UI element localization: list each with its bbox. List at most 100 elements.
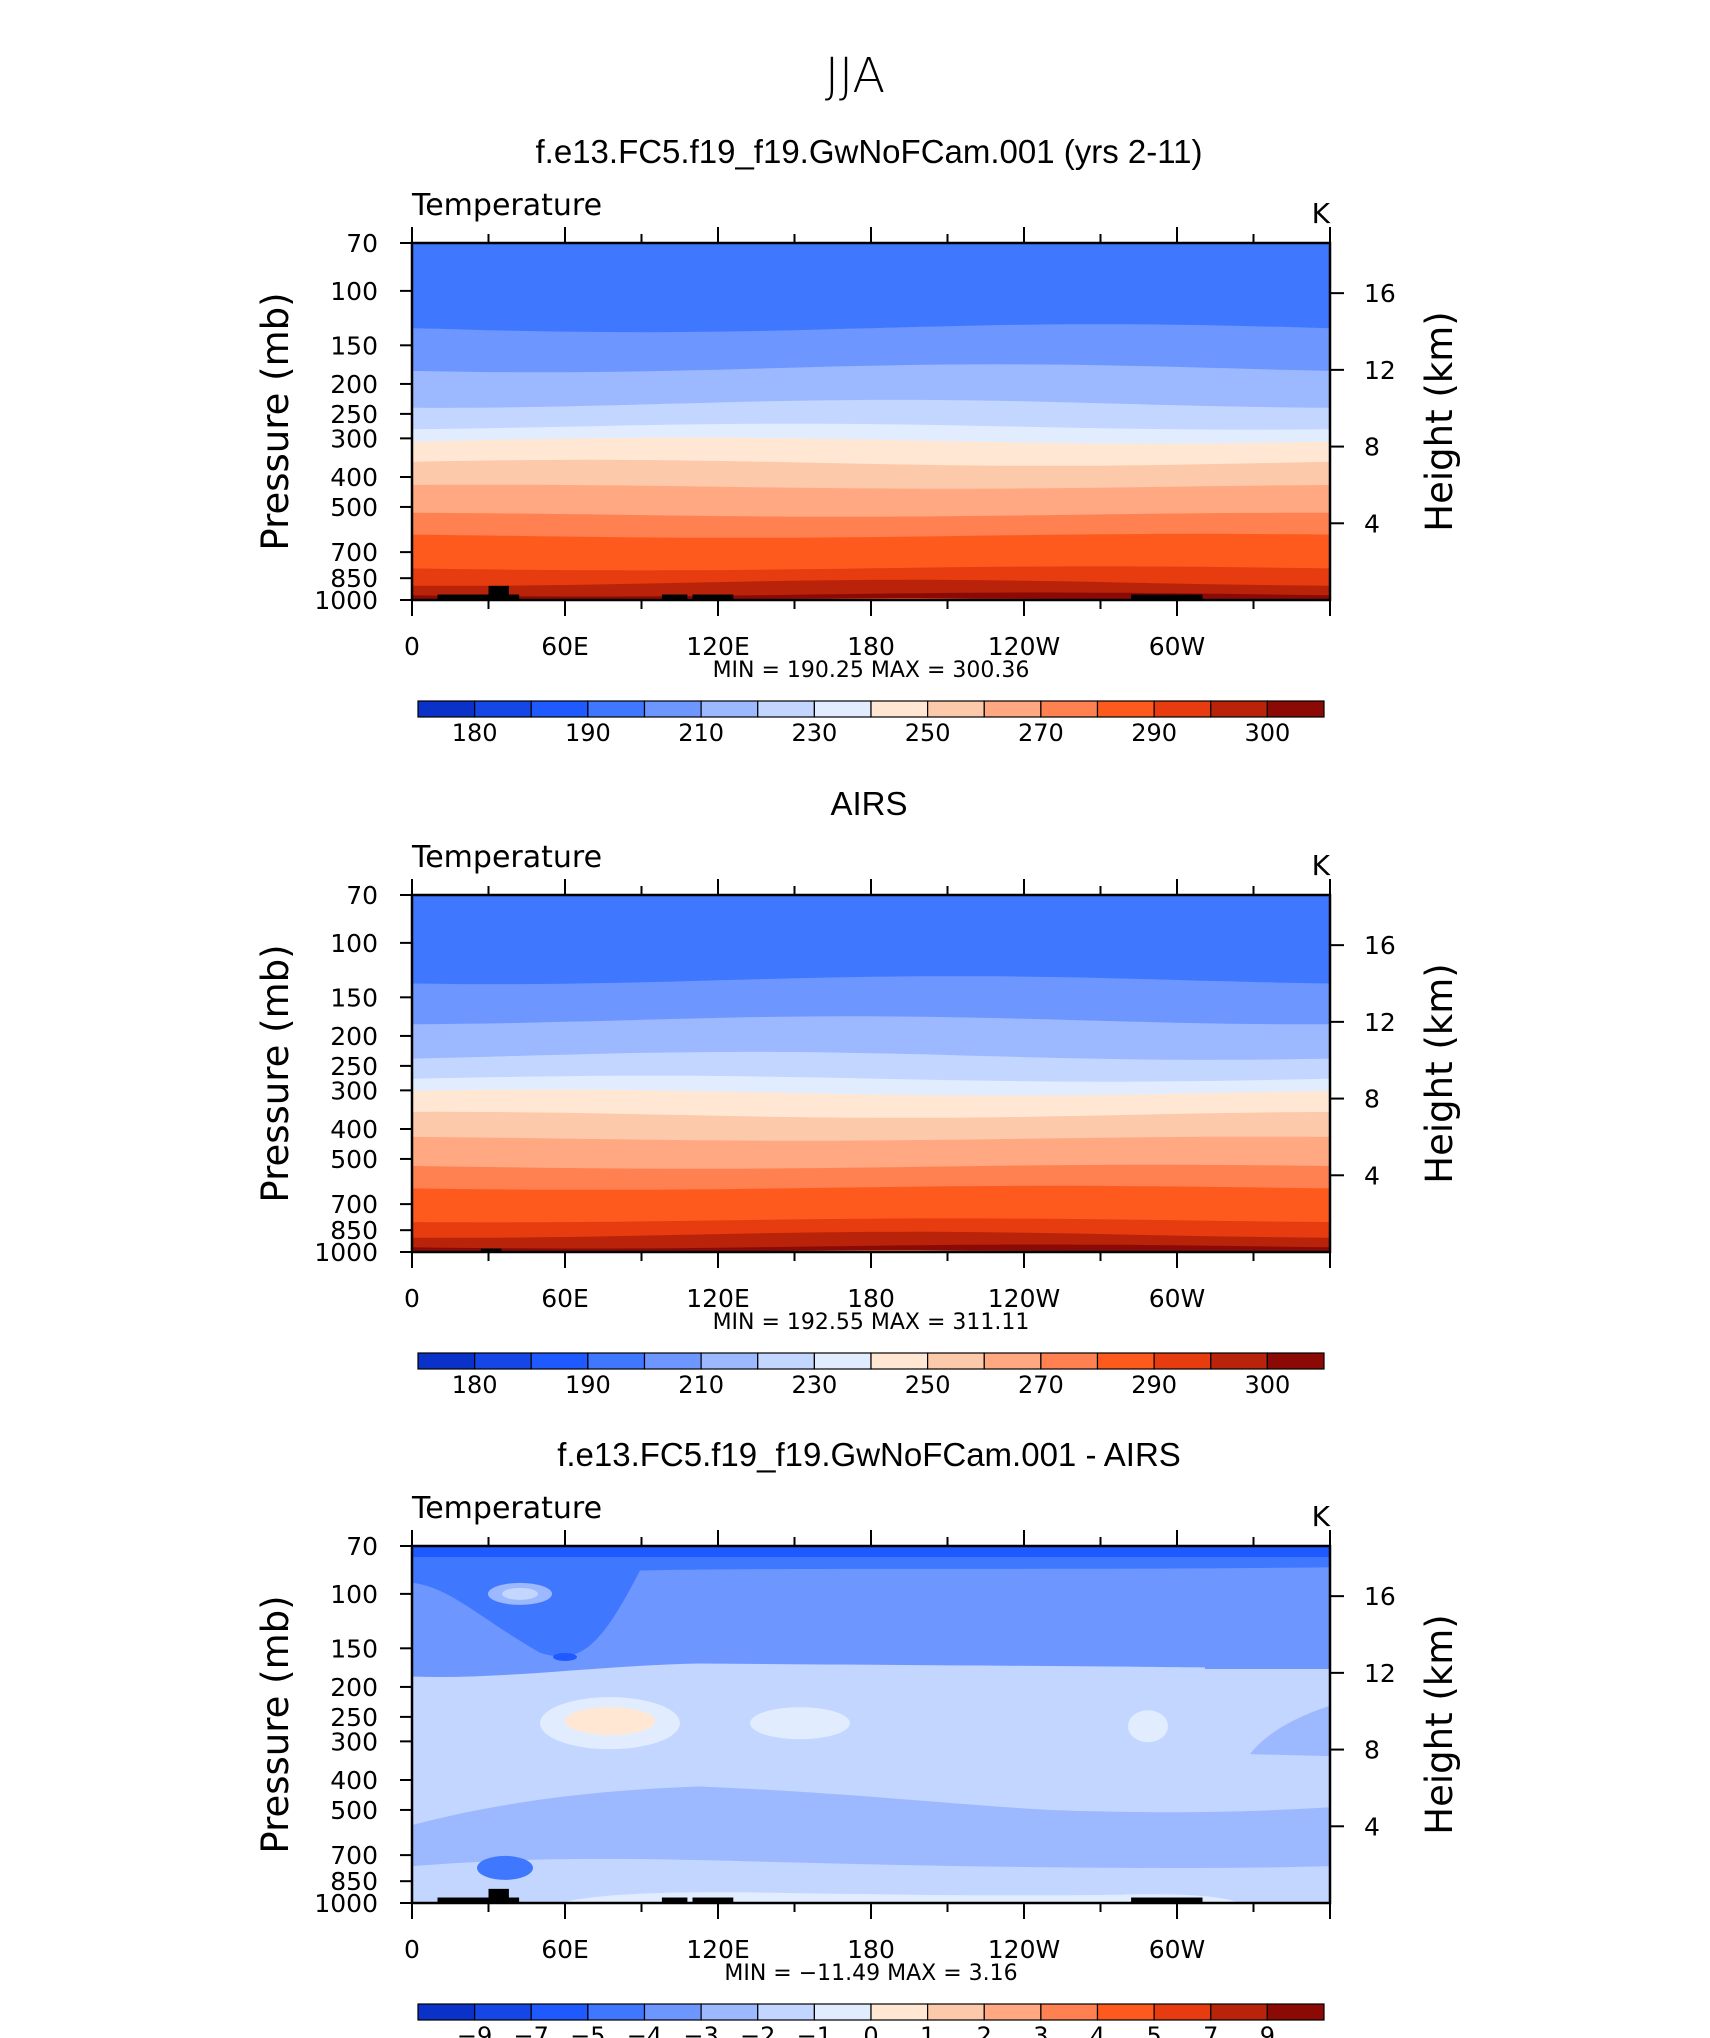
colorbar-label: 7 (1203, 2022, 1218, 2038)
y-tick-label: 1000 (314, 1889, 378, 1918)
y-tick-label: 500 (330, 1796, 378, 1825)
colorbar-box (474, 700, 532, 718)
units-label: K (1312, 1500, 1331, 1533)
panel-title: f.e13.FC5.f19_f19.GwNoFCam.001 (yrs 2-11… (536, 133, 1203, 170)
contour-band (553, 1652, 577, 1661)
colorbar-label: 210 (678, 719, 724, 747)
x-tick-label: 60W (1149, 632, 1206, 661)
x-tick-label: 180 (847, 1284, 895, 1313)
min-max-stats: MIN = 190.25 MAX = 300.36 (713, 658, 1030, 683)
colorbar-box (927, 1352, 985, 1370)
y-tick-label: 250 (330, 400, 378, 429)
colorbar-label: 270 (1018, 719, 1064, 747)
x-tick-label: 180 (847, 1935, 895, 1964)
x-tick-label: 120W (988, 1935, 1060, 1964)
colorbar-label: 230 (791, 719, 837, 747)
colorbar-box (417, 700, 476, 718)
x-tick-label: 60W (1149, 1935, 1206, 1964)
contour-band (477, 1855, 533, 1880)
colorbar-box (1210, 1352, 1268, 1370)
y-axis-title: Pressure (mb) (254, 292, 297, 550)
contour-band (1250, 1705, 1330, 1757)
y-tick-label: 850 (330, 1867, 378, 1896)
y-right-tick-label: 12 (1364, 356, 1396, 385)
colorbar-box (870, 700, 929, 718)
colorbar-label: 250 (905, 719, 951, 747)
colorbar-box (1153, 1352, 1212, 1370)
min-max-stats: MIN = 192.55 MAX = 311.11 (713, 1310, 1030, 1335)
left-string: Temperature (411, 188, 602, 223)
colorbar-box (700, 1352, 759, 1370)
colorbar-box (643, 1352, 702, 1370)
contour-band (412, 1244, 1330, 1252)
colorbar-label: −2 (740, 2022, 775, 2038)
colorbar-box (530, 2003, 589, 2021)
x-tick-label: 120E (686, 632, 750, 661)
colorbar-label: 5 (1146, 2022, 1161, 2038)
topography-block (661, 594, 688, 600)
plot-area (412, 895, 1330, 1252)
contour-band (412, 1546, 1330, 1657)
colorbar-box (1210, 2003, 1268, 2021)
colorbar-label: −9 (457, 2022, 492, 2038)
colorbar-label: 180 (452, 1371, 498, 1399)
colorbar-box (1266, 700, 1325, 718)
contour-band (502, 1587, 538, 1600)
colorbar-box (1040, 2003, 1099, 2021)
y-tick-label: 700 (330, 538, 378, 567)
y-axis-title: Pressure (mb) (254, 944, 297, 1202)
x-tick-label: 0 (404, 632, 420, 661)
colorbar-box (587, 700, 646, 718)
y-tick-label: 300 (330, 1727, 378, 1756)
contour-band (1205, 1606, 1330, 1670)
y-tick-label: 500 (330, 1145, 378, 1174)
y-tick-label: 100 (330, 929, 378, 958)
y-right-tick-label: 8 (1364, 433, 1380, 462)
colorbar-label: 250 (905, 1371, 951, 1399)
y-tick-label: 700 (330, 1190, 378, 1219)
units-label: K (1312, 197, 1331, 230)
y-right-axis-title: Height (km) (1418, 963, 1461, 1183)
colorbar-label: 4 (1090, 2022, 1105, 2038)
y-tick-label: 200 (330, 1022, 378, 1051)
contour-band (412, 1546, 1330, 1558)
x-tick-label: 120E (686, 1935, 750, 1964)
contour-band (412, 1546, 1330, 1678)
colorbar-label: 9 (1260, 2022, 1275, 2038)
colorbar-box (757, 2003, 815, 2021)
y-right-tick-label: 12 (1364, 1659, 1396, 1688)
colorbar-box (1096, 1352, 1155, 1370)
colorbar-box (417, 1352, 476, 1370)
y-tick-label: 850 (330, 564, 378, 593)
left-string: Temperature (411, 1491, 602, 1526)
topography-block (488, 1888, 509, 1903)
colorbar-box (813, 1352, 872, 1370)
colorbar-label: −3 (683, 2022, 718, 2038)
topography-block (480, 1248, 502, 1252)
contour-band (565, 1707, 655, 1736)
colorbar-label: 230 (791, 1371, 837, 1399)
y-tick-label: 200 (330, 370, 378, 399)
y-tick-label: 1000 (314, 1238, 378, 1267)
y-tick-label: 500 (330, 493, 378, 522)
colorbar-label: −4 (627, 2022, 662, 2038)
colorbar-label: 0 (863, 2022, 878, 2038)
y-tick-label: 400 (330, 1115, 378, 1144)
colorbar-box (474, 2003, 532, 2021)
topography-block (437, 594, 520, 600)
colorbar-box (587, 2003, 646, 2021)
colorbar-box (1096, 2003, 1155, 2021)
y-tick-label: 300 (330, 1076, 378, 1105)
colorbar-label: 190 (565, 719, 611, 747)
plot-area (412, 1546, 1330, 1903)
colorbar-label: 290 (1131, 719, 1177, 747)
y-tick-label: 250 (330, 1703, 378, 1732)
y-right-tick-label: 16 (1364, 931, 1396, 960)
y-tick-label: 150 (330, 331, 378, 360)
y-right-tick-label: 4 (1364, 1812, 1380, 1841)
colorbar-box (983, 2003, 1042, 2021)
x-tick-label: 60E (541, 632, 589, 661)
colorbar-label: 300 (1244, 719, 1290, 747)
topography-block (661, 1897, 688, 1903)
